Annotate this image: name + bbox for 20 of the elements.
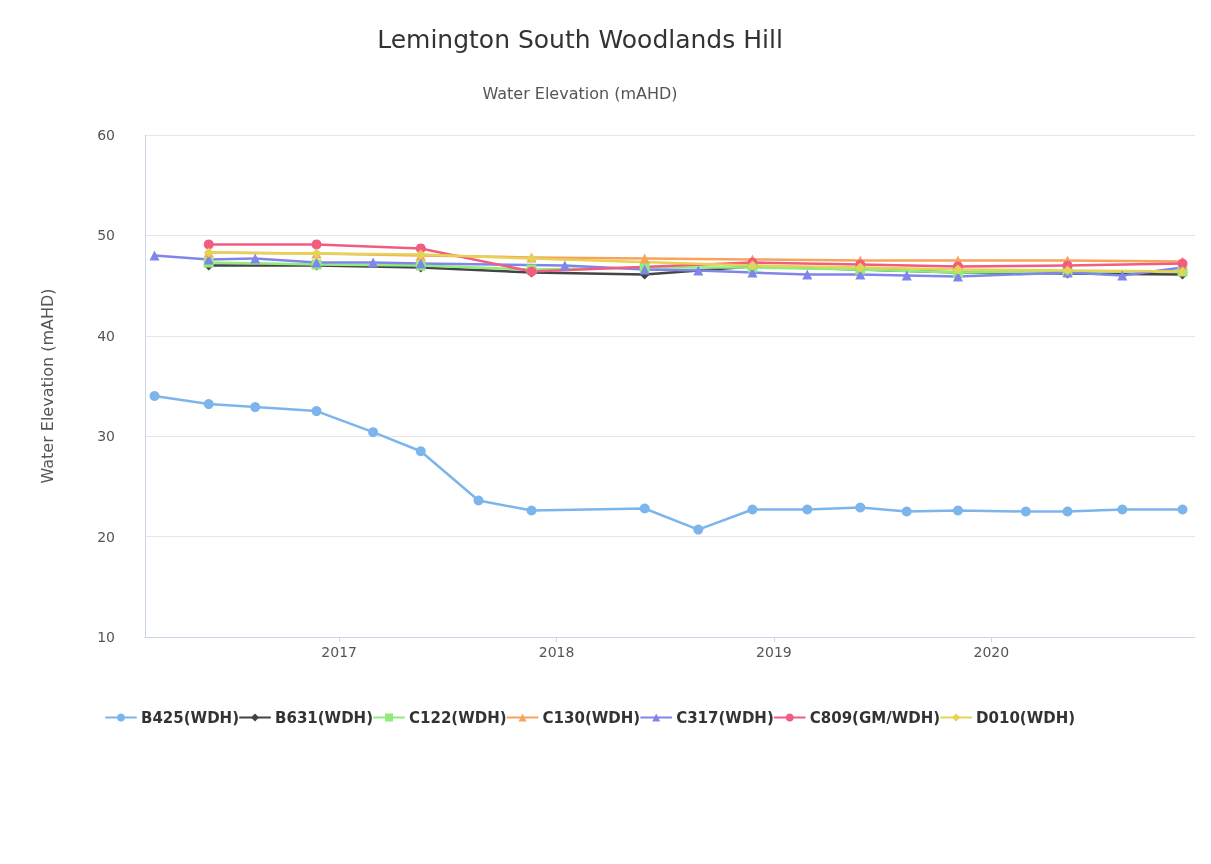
chart-title: Lemington South Woodlands Hill [377, 25, 783, 54]
x-tick-label: 2017 [321, 644, 357, 660]
y-axis-title: Water Elevation (mAHD) [37, 288, 57, 484]
legend-label: C130(WDH) [542, 708, 641, 727]
legend-label: C809(GM/WDH) [809, 708, 941, 727]
x-tick-label: 2019 [756, 644, 792, 660]
y-tick-label: 30 [97, 428, 115, 445]
legend-label: B425(WDH) [141, 708, 240, 727]
y-tick-label: 10 [97, 629, 115, 645]
y-tick-label: 50 [97, 227, 115, 244]
x-tick-label: 2020 [973, 644, 1010, 660]
legend-label: C317(WDH) [676, 708, 774, 727]
y-tick-label: 60 [97, 127, 115, 143]
legend-label: C122(WDH) [409, 708, 507, 727]
chart-subtitle: Water Elevation (mAHD) [482, 83, 678, 103]
y-tick-label: 20 [97, 528, 115, 545]
legend-label: D010(WDH) [976, 708, 1076, 727]
x-tick-label: 2018 [538, 644, 575, 660]
legend-label: B631(WDH) [275, 708, 374, 727]
y-tick-label: 40 [97, 327, 115, 344]
